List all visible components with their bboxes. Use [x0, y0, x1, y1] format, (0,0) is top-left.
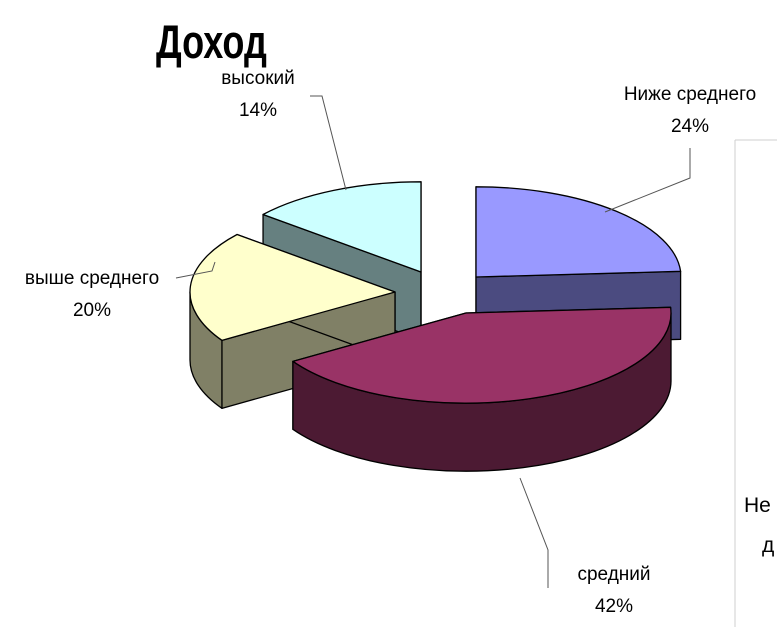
leader-line	[310, 95, 347, 191]
slice-label-выше-среднего: выше среднего 20%	[25, 261, 216, 321]
slice-label-средний: средний 42%	[519, 477, 651, 617]
slice-средний	[292, 306, 672, 472]
slice-value-label: 20%	[73, 300, 111, 321]
slice-name-label: средний	[577, 564, 650, 585]
adjacent-chart-panel: Не д	[734, 139, 777, 627]
leader-line	[519, 477, 549, 588]
panel-partial-label: Не	[744, 494, 771, 517]
chart-title: Доход	[156, 15, 267, 68]
slice-выше-среднего	[189, 233, 396, 409]
slice-labels: Ниже среднего 24% средний 42% выше среднего 2…	[25, 68, 756, 617]
slice-name-label: высокий	[221, 68, 295, 89]
slice-value-label: 24%	[671, 116, 709, 137]
slice-value-label: 42%	[595, 596, 633, 617]
panel-partial-sublabel: д	[762, 534, 774, 557]
slice-top	[189, 233, 396, 341]
leader-line	[604, 148, 691, 213]
leader-line	[175, 261, 216, 279]
pie-plot-area	[189, 181, 682, 472]
slice-top	[262, 181, 422, 273]
slice-name-label: Ниже среднего	[624, 84, 756, 105]
slice-value-label: 14%	[239, 100, 277, 121]
slice-top	[292, 306, 672, 404]
slice-top	[475, 186, 682, 278]
slice-label-высокий: высокий 14%	[221, 68, 347, 191]
slice-name-label: выше среднего	[25, 268, 159, 289]
slice-label-Ниже-среднего: Ниже среднего 24%	[604, 84, 756, 213]
